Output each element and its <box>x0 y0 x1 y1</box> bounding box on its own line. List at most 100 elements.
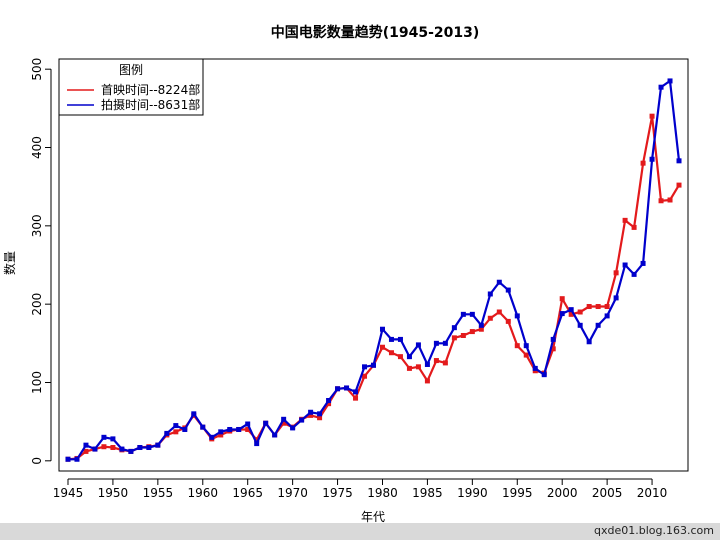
data-point-1 <box>272 432 278 438</box>
data-point-1 <box>281 416 287 422</box>
x-tick-label: 1950 <box>98 486 129 500</box>
data-point-1 <box>74 456 80 462</box>
data-point-1 <box>227 426 233 432</box>
data-point-0 <box>586 304 592 310</box>
data-point-1 <box>541 372 547 378</box>
data-point-0 <box>317 415 323 421</box>
data-point-0 <box>559 296 565 302</box>
data-point-1 <box>137 445 143 451</box>
data-point-1 <box>92 446 98 452</box>
data-point-1 <box>101 434 107 440</box>
data-point-0 <box>83 448 89 454</box>
data-point-1 <box>604 313 610 319</box>
data-point-1 <box>362 364 368 370</box>
data-point-1 <box>460 311 466 317</box>
chart-title: 中国电影数量趋势(1945-2013) <box>271 24 480 41</box>
x-axis-label: 年代 <box>361 510 385 523</box>
data-point-1 <box>236 426 242 432</box>
data-point-1 <box>335 386 341 392</box>
data-point-1 <box>254 441 260 447</box>
x-tick-label: 1965 <box>232 486 263 500</box>
legend: 图例 首映时间--8224部 拍摄时间--8631部 <box>58 58 204 116</box>
data-point-0 <box>622 217 628 223</box>
data-point-0 <box>245 426 251 432</box>
data-point-0 <box>308 412 314 418</box>
data-point-1 <box>290 425 296 431</box>
data-point-1 <box>209 434 215 440</box>
data-point-0 <box>595 304 601 310</box>
data-point-1 <box>200 424 206 430</box>
data-point-1 <box>424 361 430 367</box>
data-point-1 <box>469 311 475 317</box>
y-tick-label: 0 <box>30 457 44 465</box>
data-point-0 <box>388 350 394 356</box>
x-tick-label: 1975 <box>322 486 353 500</box>
data-point-1 <box>146 445 152 451</box>
data-point-1 <box>586 339 592 345</box>
data-point-1 <box>191 411 197 417</box>
data-point-1 <box>155 442 161 448</box>
x-tick-label: 1985 <box>412 486 443 500</box>
data-point-1 <box>182 426 188 432</box>
data-point-1 <box>514 313 520 319</box>
data-point-0 <box>460 332 466 338</box>
data-point-1 <box>65 456 71 462</box>
data-point-0 <box>496 309 502 315</box>
series-line-1 <box>68 79 681 461</box>
data-point-1 <box>326 398 332 404</box>
data-point-1 <box>532 365 538 371</box>
data-point-0 <box>424 378 430 384</box>
data-point-1 <box>496 279 502 285</box>
data-point-1 <box>173 423 179 429</box>
legend-label-1: 拍摄时间--8631部 <box>101 97 200 112</box>
data-point-0 <box>379 344 385 350</box>
data-point-1 <box>577 322 583 328</box>
data-point-1 <box>353 389 359 395</box>
x-tick-label: 1955 <box>143 486 174 500</box>
data-point-1 <box>622 262 628 268</box>
data-point-0 <box>281 420 287 426</box>
plot-box <box>58 58 689 472</box>
data-point-1 <box>344 385 350 391</box>
data-point-1 <box>631 271 637 277</box>
data-point-1 <box>245 421 251 427</box>
watermark-text: qxde01.blog.163.com <box>594 524 714 537</box>
data-point-1 <box>406 354 412 360</box>
data-point-0 <box>406 365 412 371</box>
x-tick-label: 2000 <box>547 486 578 500</box>
data-point-1 <box>550 336 556 342</box>
data-point-1 <box>371 362 376 368</box>
x-tick-label: 1970 <box>277 486 308 500</box>
data-point-0 <box>631 224 637 230</box>
series-line-0 <box>67 115 680 461</box>
y-tick-label: 300 <box>30 214 44 237</box>
series-layer <box>65 78 682 462</box>
data-point-0 <box>667 197 673 203</box>
y-tick-label: 200 <box>30 293 44 316</box>
legend-title: 图例 <box>119 63 143 77</box>
x-tick-label: 1960 <box>187 486 218 500</box>
data-point-1 <box>442 340 448 346</box>
data-point-1 <box>640 260 646 266</box>
data-point-0 <box>254 437 260 443</box>
data-point-1 <box>568 307 574 313</box>
y-axis-label: 数量 <box>2 251 17 275</box>
data-point-1 <box>487 291 493 297</box>
data-point-0 <box>613 270 619 276</box>
data-point-0 <box>658 198 664 204</box>
x-axis: 1945 1950 1955 1960 1965 1970 1975 1980 1985 1990… <box>53 478 667 500</box>
data-point-1 <box>110 436 116 442</box>
data-point-1 <box>388 336 394 342</box>
data-point-1 <box>451 325 457 331</box>
data-point-0 <box>487 315 493 321</box>
data-point-1 <box>299 417 305 423</box>
data-point-0 <box>649 113 655 119</box>
legend-label-0: 首映时间--8224部 <box>101 82 200 97</box>
data-point-0 <box>442 360 448 366</box>
data-point-1 <box>317 411 323 417</box>
data-point-1 <box>649 156 655 162</box>
x-tick-label: 1990 <box>457 486 488 500</box>
data-point-0 <box>577 309 583 315</box>
data-point-0 <box>604 304 610 310</box>
data-point-1 <box>505 287 511 293</box>
